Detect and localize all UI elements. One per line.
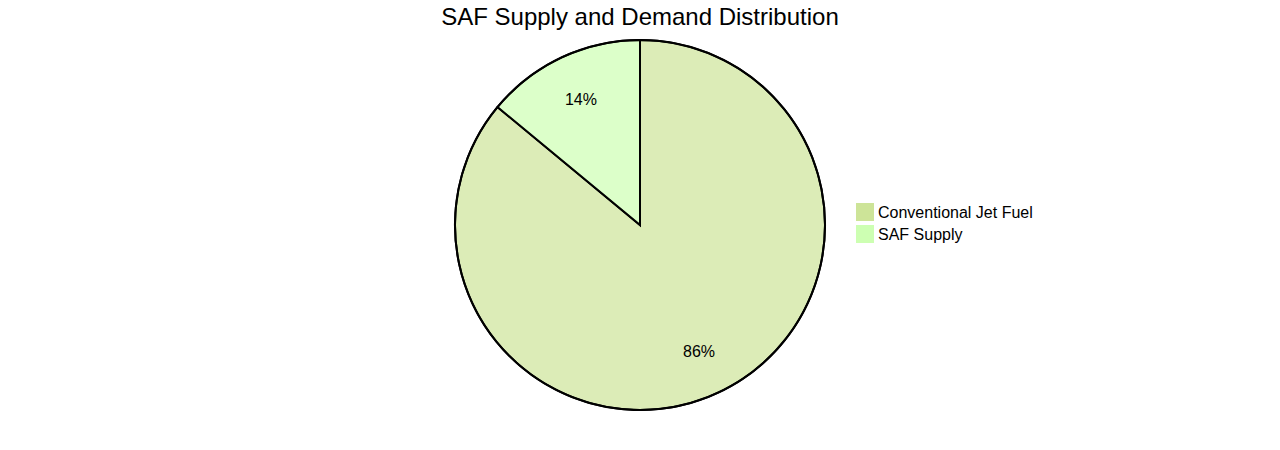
slice xyxy=(455,40,825,410)
legend-swatch xyxy=(856,225,874,243)
legend-label: Conventional Jet Fuel xyxy=(878,204,1033,221)
data-labels: 86% 14% xyxy=(565,91,715,359)
pie-outline xyxy=(455,40,825,410)
data-label: 14% xyxy=(565,91,597,108)
legend: Conventional Jet Fuel SAF Supply xyxy=(856,203,1033,243)
legend-swatch xyxy=(856,203,874,221)
slice xyxy=(497,40,640,225)
legend-label: SAF Supply xyxy=(878,226,962,243)
title: SAF Supply and Demand Distribution xyxy=(441,3,839,30)
data-label: 86% xyxy=(683,343,715,360)
pie xyxy=(455,40,825,410)
chart: SAF Supply and Demand Distribution 86% 14%… xyxy=(0,0,1280,450)
